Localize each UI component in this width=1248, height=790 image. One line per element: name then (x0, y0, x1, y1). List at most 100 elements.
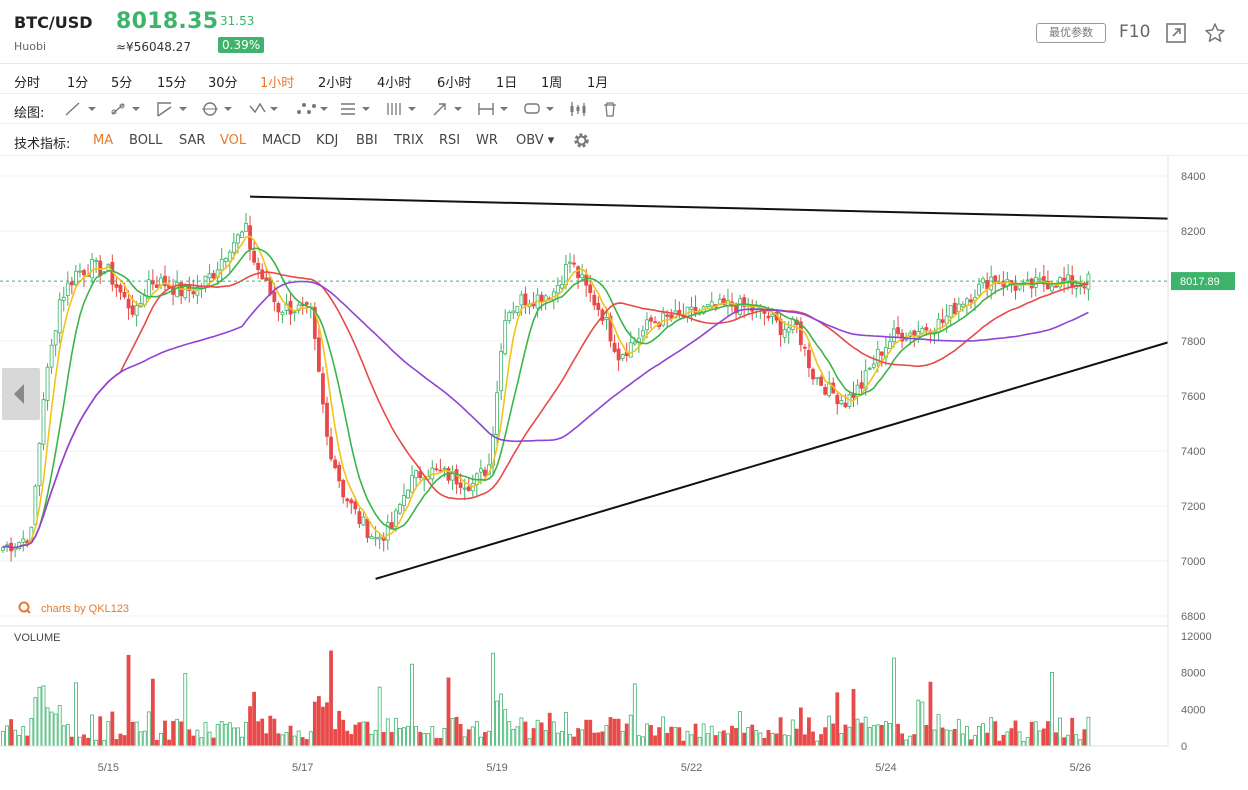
volume-bar (495, 700, 500, 747)
volume-bar (1005, 731, 1010, 747)
volume-bar (896, 723, 900, 747)
candle-body (272, 291, 277, 303)
pattern-tool-icon[interactable] (248, 100, 284, 118)
shape-tool-icon[interactable] (200, 100, 236, 118)
period-tab-1d[interactable]: 1日 (496, 76, 518, 91)
candle-body (568, 261, 572, 264)
candle-body (863, 370, 868, 390)
period-lines-tool-icon[interactable] (384, 100, 420, 118)
indicator-vol[interactable]: VOL (220, 133, 247, 148)
period-tab-15min[interactable]: 15分 (157, 76, 187, 91)
volume-bar (450, 718, 455, 747)
candle-body (798, 321, 803, 346)
fib-tool-icon[interactable] (294, 100, 330, 118)
volume-bar (430, 726, 435, 747)
volume-bar (1058, 717, 1062, 747)
volume-bar (17, 735, 22, 747)
volume-bar (786, 735, 791, 747)
candle-style-icon[interactable] (568, 100, 604, 118)
volume-bar (491, 652, 495, 747)
indicator-trix[interactable]: TRIX (394, 133, 424, 148)
volume-bar (114, 739, 119, 747)
price-chart[interactable]: 8400 8200 8000 7800 7600 7400 7200 7000 6800 1200… (0, 156, 1248, 790)
levels-tool-icon[interactable] (338, 100, 374, 118)
indicator-sar[interactable]: SAR (179, 133, 206, 148)
line-tool-icon[interactable] (62, 100, 98, 118)
ray-tool-icon[interactable] (108, 100, 144, 118)
candle-body (466, 486, 471, 491)
candle-body (803, 346, 807, 349)
period-tab-4h[interactable]: 4小时 (377, 76, 412, 91)
volume-bar (653, 735, 657, 747)
indicator-wr[interactable]: WR (476, 133, 498, 148)
indicator-macd[interactable]: MACD (262, 133, 301, 148)
candle-body (349, 499, 354, 504)
volume-bar (1001, 734, 1006, 747)
star-icon[interactable] (1204, 22, 1226, 44)
volume-bar (831, 723, 836, 747)
settings-gear-icon[interactable] (572, 131, 591, 150)
volume-bar (936, 714, 941, 747)
period-tab-5min[interactable]: 5分 (111, 76, 133, 91)
period-tab-1min[interactable]: 1分 (67, 76, 89, 91)
period-tab-30min[interactable]: 30分 (208, 76, 238, 91)
volume-bar (86, 737, 90, 747)
channel-tool-icon[interactable] (154, 100, 190, 118)
candle-body (458, 482, 463, 488)
candle-body (790, 318, 795, 330)
candle-body (231, 242, 236, 253)
volume-bar (738, 711, 742, 747)
indicator-obv[interactable]: OBV ▾ (516, 133, 555, 148)
volume-bar (122, 735, 127, 747)
volume-bar (564, 712, 568, 747)
volume-bar (535, 719, 540, 747)
volume-bar (365, 721, 370, 747)
candle-body (612, 342, 617, 352)
indicator-rsi[interactable]: RSI (439, 133, 461, 148)
indicator-boll[interactable]: BOLL (129, 133, 163, 148)
candle-body (410, 475, 414, 493)
volume-bar (1078, 739, 1083, 747)
trash-icon[interactable] (600, 100, 636, 118)
indicator-ma[interactable]: MA (93, 133, 114, 148)
volume-bar (300, 737, 305, 747)
period-tab-2h[interactable]: 2小时 (318, 76, 353, 91)
candle-body (1054, 285, 1058, 288)
indicator-bbi[interactable]: BBI (356, 133, 378, 148)
annotation-tool-icon[interactable] (522, 100, 558, 118)
f10-button[interactable]: F10 (1119, 22, 1151, 42)
volume-bar (1074, 734, 1079, 747)
volume-bar (1033, 721, 1038, 747)
best-params-button[interactable]: 最优参数 (1036, 23, 1106, 43)
period-tab-6h[interactable]: 6小时 (437, 76, 472, 91)
volume-bar (438, 737, 443, 747)
period-tab-timeshare[interactable]: 分时 (14, 76, 41, 91)
candle-body (353, 501, 358, 510)
volume-bar (572, 736, 576, 747)
volume-bar (551, 721, 556, 747)
measure-tool-icon[interactable] (476, 100, 512, 118)
period-tab-1h[interactable]: 1小时 (260, 76, 295, 91)
candle-body (49, 344, 54, 368)
volume-bar (879, 725, 884, 747)
volume-bar (932, 729, 937, 747)
period-tab-1w[interactable]: 1周 (541, 76, 563, 91)
scroll-left-button[interactable] (2, 368, 40, 420)
volume-bar (661, 716, 666, 747)
indicator-kdj[interactable]: KDJ (316, 133, 339, 148)
candle-body (576, 266, 580, 279)
volume-bar (944, 729, 949, 747)
volume-bar (90, 714, 94, 747)
fullscreen-icon[interactable] (1165, 22, 1187, 44)
volume-bar (446, 677, 451, 747)
volume-bar (248, 706, 252, 747)
candle-body (21, 538, 26, 543)
period-tab-1mo[interactable]: 1月 (587, 76, 609, 91)
volume-bar (576, 728, 580, 747)
volume-bar (709, 725, 714, 747)
volume-bar (252, 691, 257, 747)
trendline-lower (375, 341, 1169, 580)
time-tick-label: 5/17 (292, 762, 313, 774)
arrow-tool-icon[interactable] (430, 100, 466, 118)
candle-body (977, 283, 981, 296)
